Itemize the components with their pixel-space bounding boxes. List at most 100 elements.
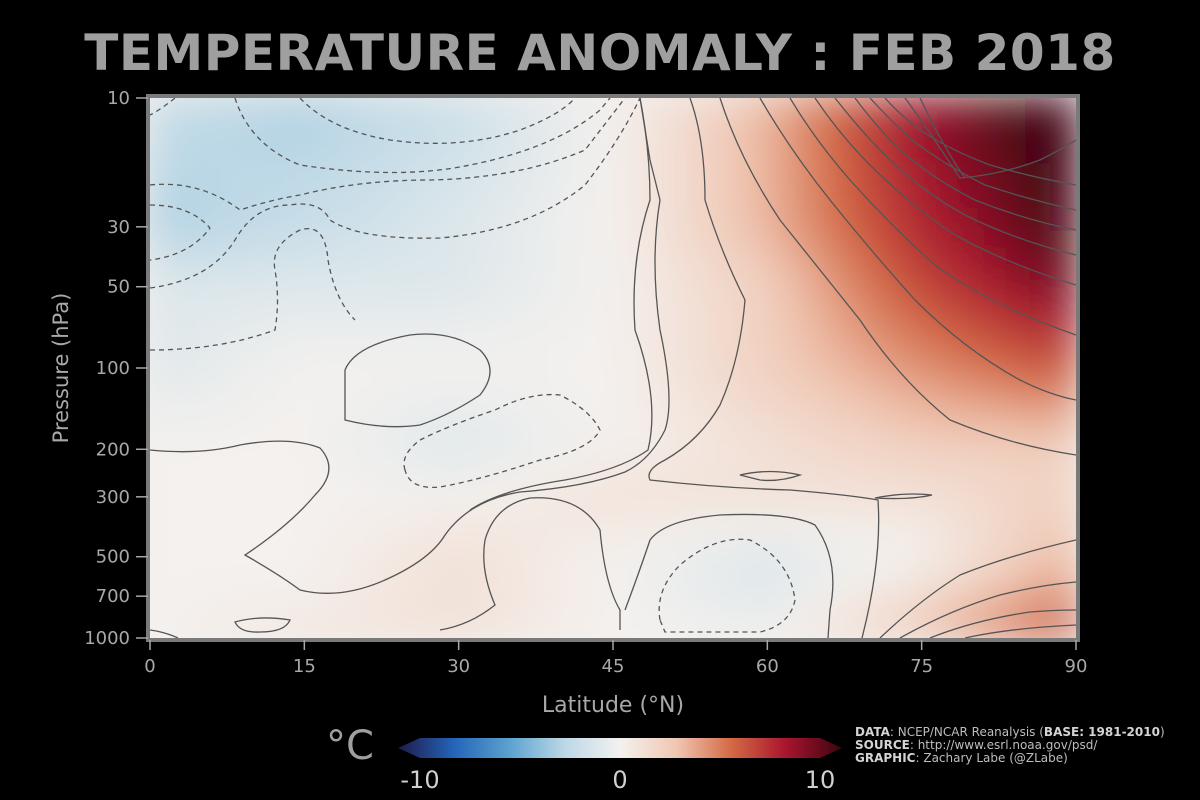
field-cell: [440, 98, 469, 123]
contour-neg: [150, 228, 356, 351]
field-cell: [562, 276, 591, 303]
field-cell: [805, 523, 835, 550]
field-cell: [391, 411, 421, 438]
field-cell: [586, 568, 615, 595]
field-cell: [659, 118, 689, 145]
field-cell: [854, 411, 884, 438]
x-tick-label: 15: [293, 656, 316, 677]
field-cell: [1025, 478, 1054, 505]
field-cell: [952, 478, 981, 505]
field-cell: [196, 456, 226, 483]
field-cell: [513, 613, 542, 638]
field-cell: [757, 366, 786, 393]
field-cell: [684, 98, 713, 123]
field-cell: [489, 186, 518, 213]
field-cell: [150, 141, 177, 168]
contour-zero: [150, 629, 179, 638]
field-cell: [781, 276, 810, 303]
field-cell: [367, 276, 396, 303]
field-cell: [416, 501, 445, 528]
field-cell: [1049, 186, 1076, 213]
field-cell: [684, 163, 713, 190]
field-cell: [1049, 411, 1076, 438]
field-cell: [537, 163, 567, 190]
y-tick-label: 300: [96, 487, 130, 508]
field-cell: [611, 186, 640, 213]
credits-graphic: GRAPHIC: Zachary Labe (@ZLabe): [855, 751, 1068, 765]
field-cell: [513, 568, 542, 595]
field-cell: [903, 501, 932, 528]
field-cell: [537, 253, 567, 280]
field-cell: [659, 433, 689, 460]
field-cell: [927, 411, 957, 438]
field-cell: [294, 298, 323, 325]
field-cell: [635, 591, 664, 618]
field-cell: [196, 253, 226, 280]
field-cell: [294, 591, 323, 618]
x-axis-label: Latitude (°N): [542, 693, 684, 718]
field-cell: [269, 501, 299, 528]
field-cell: [684, 118, 713, 145]
field-cell: [294, 118, 323, 145]
field-cell: [1025, 411, 1054, 438]
field-cell: [269, 343, 299, 370]
field-cell: [172, 501, 201, 528]
field-cell: [221, 118, 250, 145]
field-cell: [927, 366, 957, 393]
field-cell: [805, 456, 835, 483]
field-cell: [513, 366, 542, 393]
y-tick-label: 1000: [84, 628, 130, 649]
field-cell: [367, 163, 396, 190]
field-cell: [805, 276, 835, 303]
field-cell: [367, 433, 396, 460]
field-cell: [1000, 456, 1030, 483]
field-cell: [489, 613, 518, 638]
field-cell: [342, 276, 372, 303]
field-cell: [318, 253, 347, 280]
field-cell: [927, 163, 957, 190]
field-cell: [732, 208, 762, 235]
field-cell: [879, 366, 908, 393]
field-cell: [513, 433, 542, 460]
field-cell: [416, 343, 445, 370]
field-cell: [927, 186, 957, 213]
field-cell: [367, 141, 396, 168]
field-cell: [1025, 568, 1054, 595]
field-cell: [150, 186, 177, 213]
field-cell: [1049, 433, 1076, 460]
field-cell: [903, 388, 932, 415]
field-cell: [172, 411, 201, 438]
field-cell: [294, 523, 323, 550]
field-cell: [830, 478, 859, 505]
field-cell: [367, 208, 396, 235]
field-cell: [245, 388, 274, 415]
field-cell: [391, 118, 421, 145]
field-cell: [150, 98, 177, 123]
field-cell: [172, 388, 201, 415]
field-cell: [440, 546, 469, 573]
field-cell: [172, 456, 201, 483]
contour-pos: [899, 581, 1076, 638]
field-cell: [879, 388, 908, 415]
field-cell: [635, 388, 664, 415]
field-cell: [659, 208, 689, 235]
field-cell: [1000, 98, 1030, 123]
field-cell: [1000, 276, 1030, 303]
field-cell: [562, 523, 591, 550]
field-cell: [537, 613, 567, 638]
field-cell: [903, 613, 932, 638]
field-cell: [391, 298, 421, 325]
field-cell: [952, 501, 981, 528]
field-cell: [269, 366, 299, 393]
field-cell: [903, 118, 932, 145]
contour-zero: [624, 513, 834, 638]
field-cell: [391, 591, 421, 618]
field-cell: [391, 388, 421, 415]
contour-neg: [658, 538, 796, 633]
colorbar-bar: [398, 738, 842, 758]
field-cell: [342, 98, 372, 123]
field-cell: [562, 411, 591, 438]
field-cell: [150, 478, 177, 505]
contour-pos: [789, 98, 1076, 336]
field-cell: [732, 456, 762, 483]
